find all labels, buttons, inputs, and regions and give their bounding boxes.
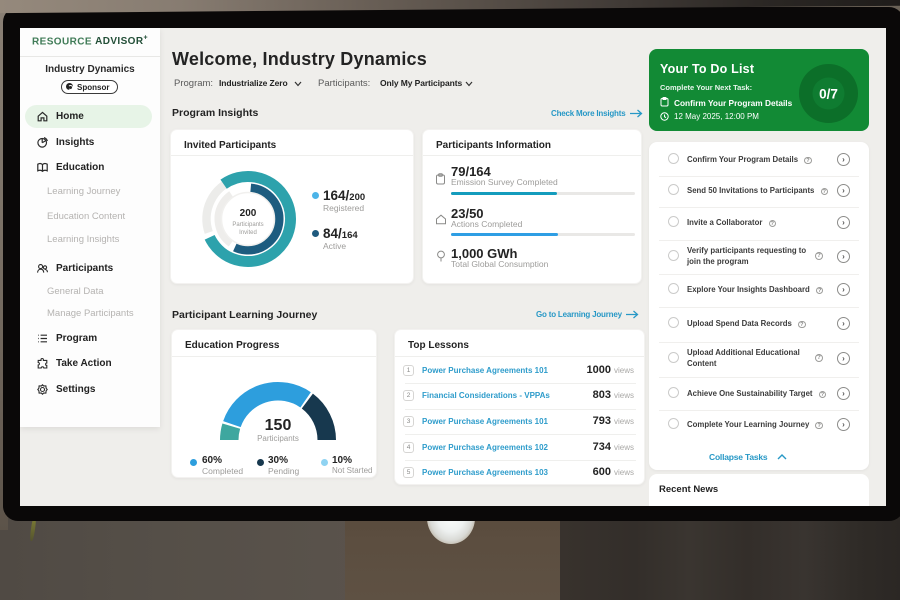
svg-text:Participants: Participants xyxy=(232,222,263,228)
svg-text:Invited: Invited xyxy=(239,230,257,236)
svg-text:0/7: 0/7 xyxy=(819,87,838,102)
svg-text:200: 200 xyxy=(240,208,257,219)
